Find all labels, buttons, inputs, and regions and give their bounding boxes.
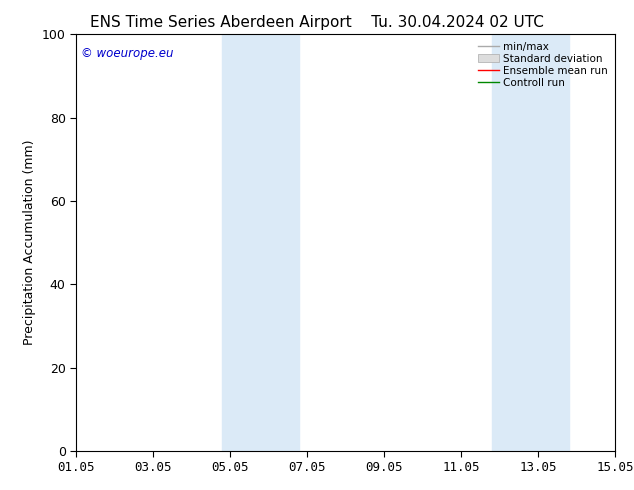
Text: ENS Time Series Aberdeen Airport    Tu. 30.04.2024 02 UTC: ENS Time Series Aberdeen Airport Tu. 30.… (90, 15, 544, 30)
Legend: min/max, Standard deviation, Ensemble mean run, Controll run: min/max, Standard deviation, Ensemble me… (476, 40, 610, 90)
Y-axis label: Precipitation Accumulation (mm): Precipitation Accumulation (mm) (23, 140, 36, 345)
Bar (223, 34, 299, 451)
Bar (492, 34, 569, 451)
Text: © woeurope.eu: © woeurope.eu (81, 47, 174, 60)
